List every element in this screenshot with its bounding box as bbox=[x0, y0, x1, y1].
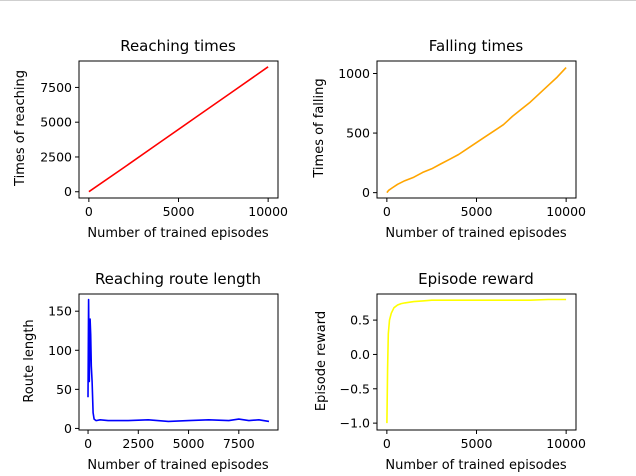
x-axis-label: Number of trained episodes bbox=[385, 226, 566, 241]
series-line-0 bbox=[88, 66, 269, 193]
y-tick-label: 0 bbox=[64, 421, 72, 436]
y-axis-label: Times of reaching bbox=[13, 70, 28, 187]
x-tick-label: 5000 bbox=[163, 204, 195, 219]
window-top-border bbox=[0, 0, 636, 1]
chart-title: Reaching route length bbox=[95, 270, 261, 288]
x-tick-label: 2500 bbox=[122, 436, 154, 451]
y-tick-label: 50 bbox=[56, 382, 72, 397]
subplot-episode-reward: Episode reward Number of trained episode… bbox=[314, 270, 586, 473]
series-line-0 bbox=[87, 298, 270, 423]
plot-frame bbox=[78, 293, 279, 431]
x-tick-label: 0 bbox=[383, 436, 391, 451]
y-tick-label: 5000 bbox=[40, 115, 72, 130]
x-tick-label: 10000 bbox=[546, 204, 586, 219]
y-tick-label: 0 bbox=[64, 184, 72, 199]
y-tick-label: 0 bbox=[362, 185, 370, 200]
plot-frame bbox=[376, 60, 577, 199]
x-axis-label: Number of trained episodes bbox=[87, 458, 268, 473]
y-tick-label: 1000 bbox=[338, 66, 370, 81]
y-axis-label: Episode reward bbox=[314, 311, 329, 411]
series-line-0 bbox=[386, 67, 567, 194]
subplot-reaching-times: Reaching times Number of trained episode… bbox=[13, 37, 288, 241]
chart-title: Reaching times bbox=[120, 37, 236, 55]
y-tick-label: 150 bbox=[48, 304, 72, 319]
y-tick-label: 0.5 bbox=[350, 313, 370, 328]
x-axis-label: Number of trained episodes bbox=[87, 226, 268, 241]
x-tick-label: 7500 bbox=[223, 436, 255, 451]
chart-title: Episode reward bbox=[418, 270, 534, 288]
x-tick-label: 5000 bbox=[461, 204, 493, 219]
chart-title: Falling times bbox=[429, 37, 524, 55]
y-tick-label: 500 bbox=[346, 126, 370, 141]
x-tick-label: 0 bbox=[85, 204, 93, 219]
y-tick-label: 7500 bbox=[40, 80, 72, 95]
x-tick-label: 0 bbox=[383, 204, 391, 219]
series-line-0 bbox=[386, 298, 567, 424]
y-tick-label: 2500 bbox=[40, 149, 72, 164]
y-tick-label: 0.0 bbox=[350, 347, 370, 362]
subplot-falling-times: Falling times Number of trained episodes… bbox=[312, 37, 586, 241]
y-tick-label: −1.0 bbox=[340, 416, 370, 431]
y-tick-label: −0.5 bbox=[340, 381, 370, 396]
x-tick-label: 10000 bbox=[546, 436, 586, 451]
x-tick-label: 10000 bbox=[248, 204, 288, 219]
y-tick-label: 100 bbox=[48, 343, 72, 358]
y-axis-label: Route length bbox=[22, 319, 37, 402]
subplot-reaching-route-length: Reaching route length Number of trained … bbox=[22, 270, 279, 473]
x-tick-label: 5000 bbox=[461, 436, 493, 451]
x-axis-label: Number of trained episodes bbox=[385, 458, 566, 473]
x-tick-label: 0 bbox=[84, 436, 92, 451]
x-tick-label: 5000 bbox=[173, 436, 205, 451]
y-axis-label: Times of falling bbox=[312, 78, 327, 178]
plot-frame bbox=[376, 293, 577, 431]
